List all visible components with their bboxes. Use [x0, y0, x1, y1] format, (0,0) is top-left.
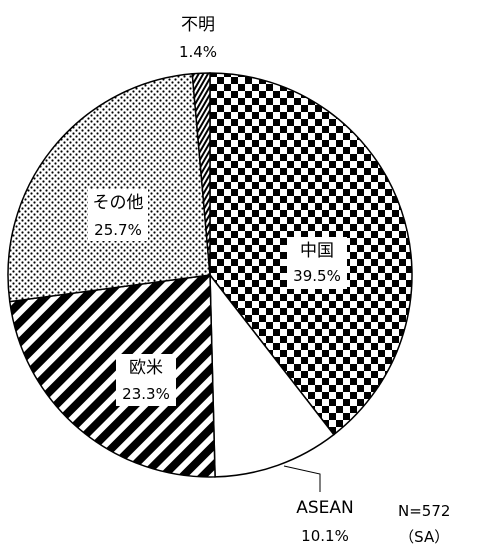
sample-size-note: N=572 （SA）: [398, 502, 450, 547]
pie-slice-1: [209, 272, 335, 478]
slice-value-1: 10.1%: [301, 527, 349, 545]
slice-label-backing-2: [116, 354, 176, 406]
slice-label-backing-3: [88, 189, 148, 241]
slice-label-1: ASEAN: [296, 498, 354, 518]
sample-size: N=572: [398, 502, 451, 520]
slice-value-2: 23.3%: [122, 385, 170, 403]
pie-slice-4: [191, 72, 211, 276]
pie-slice-3: [7, 72, 211, 303]
slice-value-0: 39.5%: [293, 267, 341, 285]
slice-label-4: 不明: [181, 15, 215, 35]
slice-value-4: 1.4%: [179, 43, 217, 61]
pie-slice-2: [8, 274, 216, 478]
slice-value-3: 25.7%: [94, 221, 142, 239]
answer-type: （SA）: [399, 528, 450, 546]
slice-label-backing-0: [287, 237, 347, 289]
asean-leader-line: [283, 465, 321, 492]
slice-label-2: 欧米: [129, 358, 163, 378]
slice-label-3: その他: [93, 193, 144, 213]
slice-label-0: 中国: [300, 241, 334, 261]
